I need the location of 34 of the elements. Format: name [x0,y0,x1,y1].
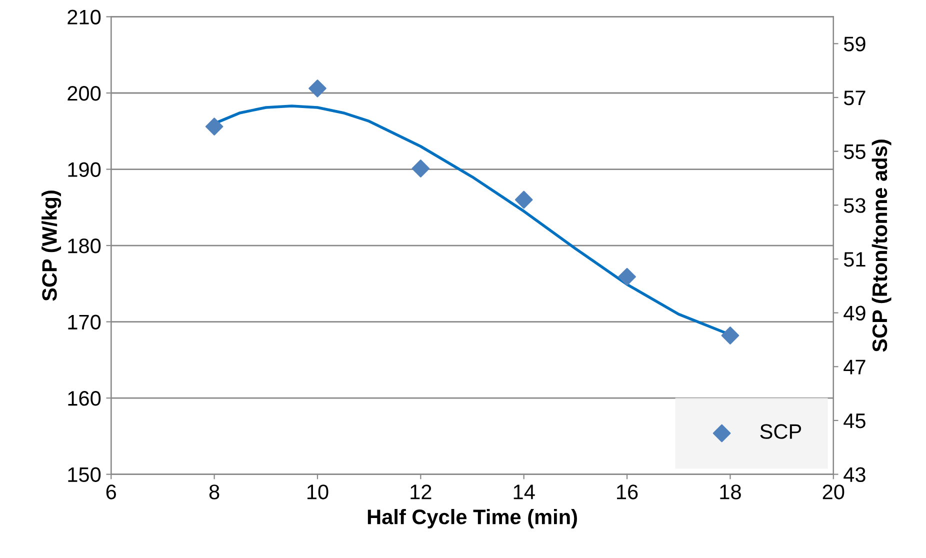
x-tick-label: 6 [106,484,116,500]
x-tick-label: 10 [307,484,328,500]
y2-tick-label: 49 [844,306,866,321]
y2-tick-label: 45 [844,414,866,428]
point [618,268,636,286]
x-tick-label: 16 [617,484,638,500]
y2-tick-label: 53 [844,198,866,213]
y2-tick-label: 57 [844,90,866,106]
y2-tick-label: 59 [844,36,866,52]
y-tick-label: 150 [68,467,101,482]
x-tick-label: 20 [822,484,844,500]
point [308,80,326,98]
point [721,326,740,344]
y2-tick-label: 55 [844,144,866,160]
x-tick-label: 18 [720,484,741,500]
y2-tick-label: 43 [844,467,866,482]
point [412,160,430,178]
y-axis-title: SCP (W/kg) [42,190,62,301]
y2-tick-label: 47 [844,360,866,374]
x-tick-label: 14 [514,484,535,500]
x-axis-title: Half Cycle Time (min) [368,509,577,528]
y2-axis-title: SCP (Rton/tonne ads) [872,140,892,352]
legend-label: SCP [760,424,802,439]
x-tick-label: 8 [209,484,220,500]
point [205,118,224,136]
y-tick-label: 170 [68,314,101,330]
y-tick-label: 200 [68,86,101,101]
y-tick-label: 180 [68,238,101,254]
y-tick-label: 190 [68,162,101,178]
point [514,190,533,209]
x-tick-label: 12 [410,484,432,500]
y-tick-label: 160 [68,391,101,406]
y2-tick-label: 51 [844,252,866,267]
y-tick-label: 210 [68,10,101,24]
